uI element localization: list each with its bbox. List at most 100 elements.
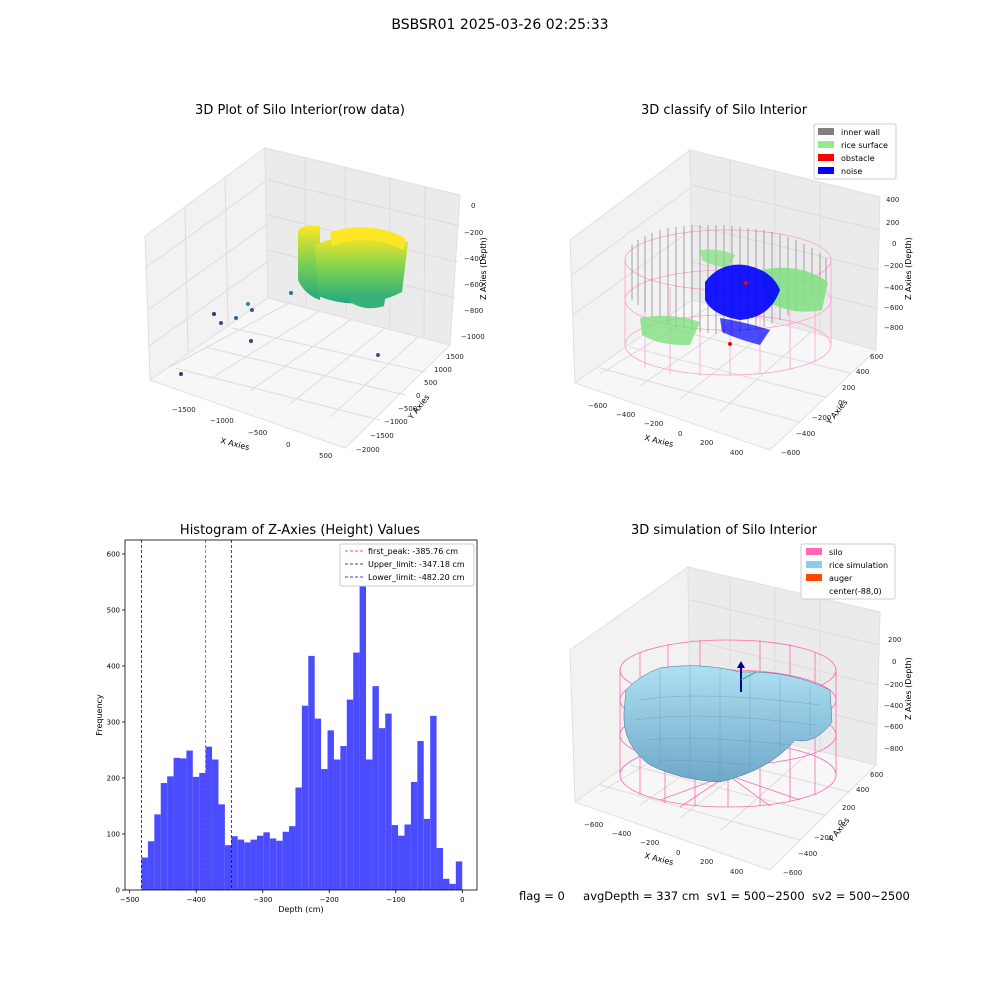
- svg-text:−600: −600: [584, 821, 603, 829]
- histogram-bar: [455, 861, 463, 890]
- svg-text:1000: 1000: [434, 366, 452, 374]
- classify-obstacle-point: [744, 281, 748, 285]
- histogram-plot: −500 −400 −300 −200 −100 0 0 100 200 300 400 500 600…: [95, 539, 478, 914]
- svg-text:−600: −600: [884, 723, 903, 731]
- svg-text:−1000: −1000: [210, 417, 234, 425]
- histogram-x-tick-label: −200: [320, 896, 339, 904]
- sim-auger-arrow: [737, 661, 745, 668]
- histogram-x-tick-label: −500: [120, 896, 139, 904]
- svg-text:−2000: −2000: [356, 446, 380, 454]
- svg-text:−200: −200: [640, 839, 659, 847]
- svg-text:0: 0: [892, 658, 896, 666]
- classify-x-axis-label: X Axies: [644, 433, 675, 449]
- svg-text:−200: −200: [464, 229, 483, 237]
- svg-text:noise: noise: [841, 167, 862, 176]
- histogram-bar: [282, 831, 290, 890]
- sim-center-marker: [740, 671, 757, 681]
- svg-text:−400: −400: [464, 255, 483, 263]
- histogram-bar: [212, 759, 219, 890]
- svg-text:600: 600: [870, 353, 883, 361]
- svg-text:400: 400: [730, 868, 743, 876]
- histogram-bar: [327, 730, 334, 890]
- svg-text:0: 0: [838, 399, 842, 407]
- histogram-bar: [186, 750, 193, 890]
- svg-text:−600: −600: [884, 304, 903, 312]
- classify-x-tick-labels: −600 −400 −200 0 200 400: [588, 402, 743, 457]
- status-footer: flag = 0 avgDepth = 337 cm sv1 = 500~250…: [519, 889, 910, 903]
- svg-text:200: 200: [842, 804, 855, 812]
- histogram-bar: [269, 838, 277, 890]
- svg-text:center(-88,0): center(-88,0): [829, 587, 882, 596]
- sim-y-tick-labels: −600 −400 −200 0 200 400 600: [783, 771, 883, 877]
- svg-text:obstacle: obstacle: [841, 154, 875, 163]
- classify-rice-surface-points: [640, 249, 828, 346]
- sim-legend: silo rice simulation auger center(-88,0): [800, 543, 896, 600]
- histogram-bar: [301, 705, 309, 890]
- svg-text:−600: −600: [588, 402, 607, 410]
- histogram-bar: [141, 857, 148, 890]
- histogram-bar: [199, 772, 206, 890]
- histogram-bar: [346, 699, 354, 890]
- svg-text:0: 0: [678, 430, 682, 438]
- svg-text:−500: −500: [248, 429, 267, 437]
- histogram-bar: [179, 758, 187, 890]
- sim-z-tick-labels: 200 0 −200 −400 −600 −800: [884, 636, 903, 753]
- histogram-title: Histogram of Z-Axies (Height) Values: [179, 523, 421, 538]
- histogram-bar: [160, 783, 168, 890]
- histogram-bar: [147, 841, 155, 890]
- histogram-bar: [430, 715, 437, 890]
- classify-y-tick-labels: −600 −400 −200 0 200 400 600: [781, 353, 883, 457]
- raw-rim-cloud: [330, 227, 405, 250]
- histogram-bar: [398, 835, 405, 890]
- raw-x-tick-labels: −1500 −1000 −500 0 500: [172, 406, 332, 460]
- svg-text:−1000: −1000: [384, 418, 408, 426]
- classify-noise-points: [705, 264, 780, 345]
- svg-text:200: 200: [886, 219, 899, 227]
- classify-z-tick-labels: 400 200 0 −200 −400 −600 −800: [884, 196, 903, 332]
- svg-text:−200: −200: [884, 262, 903, 270]
- raw-z-axis-label: Z Axies (Depth): [479, 237, 488, 300]
- histogram-y-tick-label: 600: [107, 551, 120, 559]
- svg-text:−1500: −1500: [172, 406, 196, 414]
- histogram-y-axis-label: Frequency: [95, 694, 104, 736]
- histogram-bar: [205, 746, 213, 890]
- svg-text:0: 0: [416, 392, 420, 400]
- histogram-bar: [449, 883, 456, 890]
- histogram-bar: [442, 878, 450, 890]
- svg-text:−200: −200: [884, 681, 903, 689]
- raw-plot-title: 3D Plot of Silo Interior(row data): [195, 103, 405, 118]
- sim-rice-mesh: [634, 665, 821, 782]
- histogram-bar: [385, 713, 392, 890]
- svg-text:−400: −400: [796, 430, 815, 438]
- svg-text:200: 200: [700, 439, 713, 447]
- classify-z-axis-label: Z Axies (Depth): [904, 237, 913, 300]
- sim-x-tick-labels: −600 −400 −200 0 200 400: [584, 821, 743, 876]
- svg-text:200: 200: [842, 384, 855, 392]
- histogram-legend-label: Lower_limit: -482.20 cm: [368, 573, 465, 582]
- histogram-bar: [359, 557, 367, 890]
- raw-bottom-cloud: [346, 292, 386, 309]
- histogram-x-tick-label: −300: [253, 896, 272, 904]
- histogram-y-tick-label: 300: [107, 719, 120, 727]
- histogram-y-tick-label: 0: [116, 887, 120, 895]
- svg-text:0: 0: [838, 819, 842, 827]
- histogram-bar: [410, 781, 418, 890]
- histogram-bar: [436, 848, 443, 890]
- svg-text:rice simulation: rice simulation: [829, 561, 888, 570]
- histogram-bar: [231, 836, 238, 890]
- avg-depth-text: avgDepth = 337 cm: [583, 889, 700, 903]
- svg-text:200: 200: [700, 858, 713, 866]
- histogram-bar: [263, 832, 270, 890]
- svg-text:silo: silo: [829, 548, 843, 557]
- svg-text:−400: −400: [884, 702, 903, 710]
- svg-text:1500: 1500: [446, 353, 464, 361]
- svg-text:−800: −800: [884, 324, 903, 332]
- sv2-text: sv2 = 500~2500: [811, 889, 910, 903]
- histogram-bar: [295, 787, 302, 890]
- classify-obstacle-point-2: [728, 342, 732, 346]
- raw-outlier-points: [179, 291, 380, 376]
- classify-legend: inner wall rice surface obstacle noise: [813, 123, 897, 180]
- histogram-bar: [378, 728, 386, 890]
- figure-title: BSBSR01 2025-03-26 02:25:33: [391, 17, 609, 33]
- raw-wall-front-cloud: [315, 234, 408, 304]
